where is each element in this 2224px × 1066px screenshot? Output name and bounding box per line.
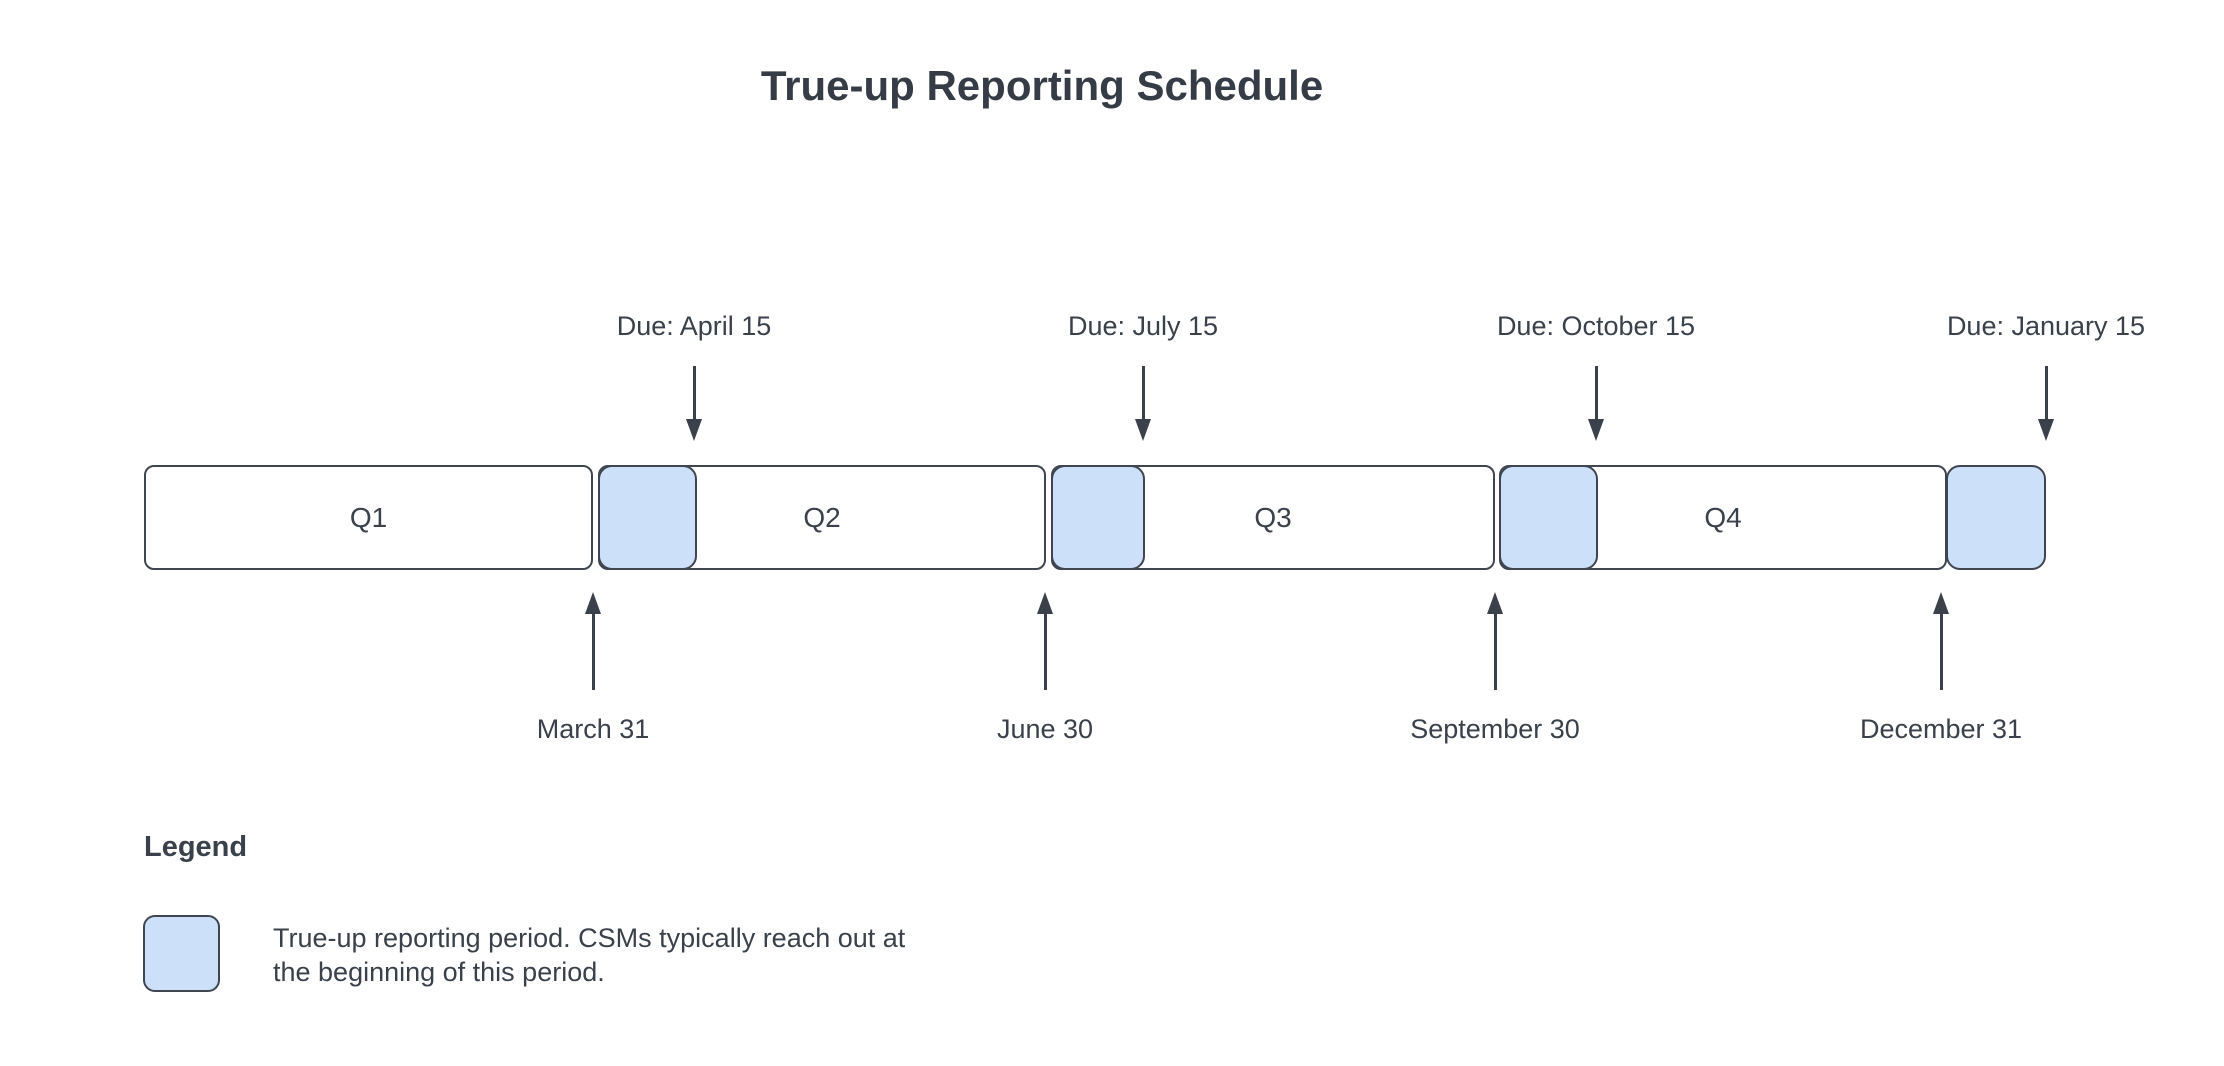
trueup-period-box-2 <box>1051 465 1145 570</box>
due-date-label-q4: Due: January 15 <box>1946 311 2146 341</box>
quarter-label: Q4 <box>1704 501 1742 533</box>
down-arrow-icon <box>686 366 702 441</box>
quarter-end-label-q4: December 31 <box>1859 714 2023 744</box>
legend-description-line-1: True-up reporting period. CSMs typically… <box>273 923 906 953</box>
trueup-period-box-3 <box>1499 465 1598 570</box>
legend-heading: Legend <box>144 831 248 863</box>
down-arrow-icon <box>1588 366 1604 441</box>
up-arrow-icon <box>1487 592 1503 690</box>
up-arrow-icon <box>1933 592 1949 690</box>
quarter-label: Q3 <box>1254 501 1292 533</box>
up-arrow-icon <box>1037 592 1053 690</box>
due-date-label-q2: Due: July 15 <box>1067 311 1219 341</box>
legend-description-line-2: the beginning of this period. <box>273 957 605 987</box>
quarter-box-q1: Q1 <box>144 465 593 570</box>
due-date-label-q1: Due: April 15 <box>616 311 772 341</box>
quarter-label: Q2 <box>803 501 841 533</box>
trueup-period-box-4 <box>1946 465 2046 570</box>
down-arrow-icon <box>2038 366 2054 441</box>
up-arrow-icon <box>585 592 601 690</box>
due-date-label-q3: Due: October 15 <box>1496 311 1696 341</box>
trueup-period-box-1 <box>598 465 697 570</box>
quarter-end-label-q2: June 30 <box>996 714 1094 744</box>
legend-description: True-up reporting period. CSMs typically… <box>273 921 905 989</box>
quarter-end-label-q3: September 30 <box>1410 714 1580 744</box>
down-arrow-icon <box>1135 366 1151 441</box>
diagram-title: True-up Reporting Schedule <box>760 62 1324 109</box>
legend-trueup-swatch <box>143 915 220 992</box>
quarter-end-label-q1: March 31 <box>536 714 650 744</box>
quarter-label: Q1 <box>349 501 388 533</box>
